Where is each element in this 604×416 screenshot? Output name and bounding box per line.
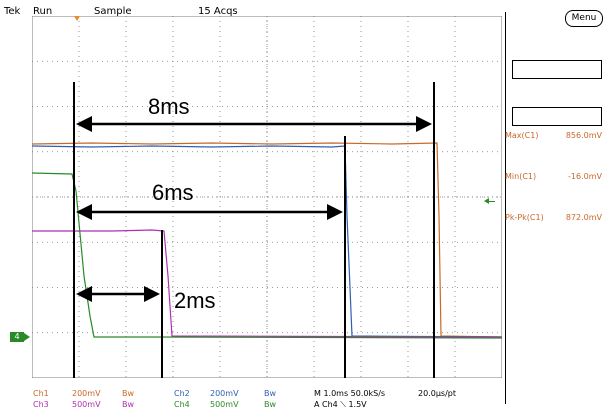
ch3-label[interactable]: Ch3	[33, 400, 49, 409]
ch1-waveform	[32, 142, 502, 338]
ch3-bandwidth: Bw	[122, 400, 135, 409]
sample-interval-readout: 20.0µs/pt	[418, 389, 456, 398]
trigger-position-marker[interactable]	[74, 16, 80, 21]
ch4-scale[interactable]: 500mV	[210, 400, 239, 409]
measurement-max: Max(C1) 856.0mV	[505, 131, 602, 140]
measurement-value: 856.0mV	[565, 131, 602, 140]
measurement-name: Min(C1)	[505, 172, 537, 181]
measurement-value: -16.0mV	[568, 172, 602, 181]
waveform-display[interactable]: 8ms 6ms 2ms	[32, 16, 502, 378]
ch2-label[interactable]: Ch2	[174, 389, 190, 398]
arrow-8ms	[76, 116, 432, 132]
ch1-label[interactable]: Ch1	[33, 389, 49, 398]
side-menu-button-1[interactable]	[512, 60, 602, 79]
label-6ms: 6ms	[152, 180, 194, 205]
side-menu-button-2[interactable]	[512, 107, 602, 126]
ch4-label[interactable]: Ch4	[174, 400, 190, 409]
run-state[interactable]: Run	[33, 6, 53, 17]
acquisition-count: 15 Acqs	[198, 6, 238, 17]
ch3-waveform	[32, 229, 502, 338]
label-2ms: 2ms	[174, 288, 216, 313]
ch2-bandwidth: Bw	[264, 389, 277, 398]
ch3-scale[interactable]: 500mV	[72, 400, 101, 409]
timebase-readout[interactable]: M 1.0ms 50.0kS/s	[314, 389, 386, 398]
label-8ms: 8ms	[148, 94, 190, 119]
measurement-value: 872.0mV	[565, 213, 602, 222]
trigger-readout[interactable]: A Ch4 ⟍ 1.5V	[314, 400, 367, 409]
ch4-bandwidth: Bw	[264, 400, 277, 409]
ch4-marker-arrow-icon	[24, 333, 30, 341]
trigger-level-arrow-icon[interactable]	[487, 201, 495, 202]
ch2-scale[interactable]: 200mV	[210, 389, 239, 398]
ch4-waveform	[32, 172, 502, 339]
trigger-level-arrowhead-icon	[484, 198, 489, 204]
acquisition-mode[interactable]: Sample	[94, 6, 132, 17]
brand-label: Tek	[4, 6, 21, 17]
measurement-pkpk: Pk-Pk(C1) 872.0mV	[505, 213, 602, 222]
arrow-6ms	[76, 204, 343, 220]
measurement-min: Min(C1) -16.0mV	[505, 172, 602, 181]
graticule	[32, 16, 502, 378]
measurement-name: Pk-Pk(C1)	[505, 213, 544, 222]
ch2-waveform	[32, 145, 502, 338]
menu-button[interactable]: Menu	[565, 10, 603, 27]
measurement-name: Max(C1)	[505, 131, 539, 140]
arrow-2ms	[76, 286, 160, 302]
panel-divider	[505, 12, 506, 404]
ch1-bandwidth: Bw	[122, 389, 135, 398]
ch4-marker-label: 4	[14, 332, 20, 341]
ch4-ground-marker[interactable]: 4	[10, 332, 24, 342]
ch1-scale[interactable]: 200mV	[72, 389, 101, 398]
